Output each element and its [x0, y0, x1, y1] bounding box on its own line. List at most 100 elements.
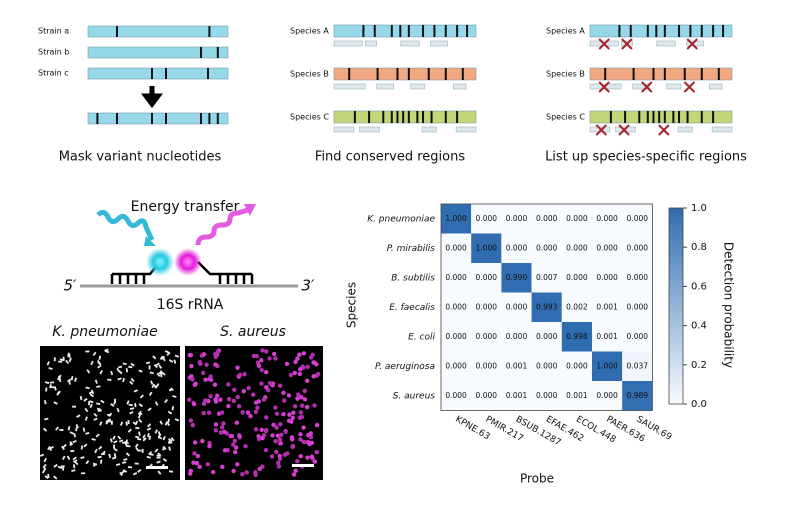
variant-mark — [689, 25, 692, 37]
cell — [147, 423, 152, 428]
species-label: Species C — [290, 113, 329, 122]
region-box — [333, 126, 355, 133]
cell — [197, 359, 203, 365]
cell — [109, 438, 113, 443]
cell — [117, 377, 122, 381]
cell — [62, 455, 66, 461]
variant-mark — [165, 68, 167, 79]
scale-bar — [292, 464, 314, 467]
cell — [260, 348, 265, 353]
cell — [125, 421, 128, 426]
rna-label: 16S rRNA — [157, 297, 224, 313]
heatmap-cell — [441, 351, 472, 381]
cell — [65, 359, 70, 365]
variant-mark — [399, 25, 402, 37]
cell — [174, 354, 180, 358]
variant-mark — [151, 68, 153, 79]
cell — [278, 441, 284, 446]
variant-mark — [208, 113, 211, 124]
cell — [301, 425, 306, 430]
cell — [73, 464, 76, 469]
value-label: 0.989 — [627, 391, 649, 400]
cell — [44, 475, 49, 480]
variant-mark — [700, 111, 703, 123]
heatmap-cell — [622, 233, 653, 263]
cell — [297, 371, 303, 377]
variant-mark — [663, 68, 666, 80]
cell — [278, 422, 283, 427]
fret-title: Energy transfer — [131, 199, 240, 215]
colorbar — [668, 207, 684, 405]
cell — [271, 422, 276, 428]
cell — [190, 377, 195, 382]
heatmap-cell — [592, 233, 623, 263]
cell — [286, 393, 292, 398]
cell — [146, 455, 151, 459]
heatmap-cell — [531, 322, 562, 352]
cell — [153, 364, 158, 369]
cell — [84, 416, 88, 421]
cell — [53, 386, 57, 391]
cell — [142, 437, 147, 442]
cell — [167, 410, 173, 415]
cell — [148, 435, 152, 440]
cell — [251, 392, 256, 397]
cell — [90, 360, 94, 366]
heatmap-cell — [471, 233, 502, 263]
cell — [119, 471, 123, 477]
cell — [73, 459, 78, 463]
cell — [157, 433, 162, 438]
strain-label: Strain a — [38, 27, 69, 36]
cell — [89, 400, 94, 404]
cell — [314, 422, 320, 428]
variant-mark — [700, 25, 703, 37]
cell — [72, 440, 77, 444]
cell — [132, 472, 138, 476]
cell — [228, 433, 233, 439]
cell — [260, 435, 265, 441]
caption: List up species-specific regions — [545, 150, 747, 165]
cell — [188, 471, 193, 476]
variant-mark — [678, 25, 681, 37]
region-box — [709, 83, 723, 90]
variant-mark — [722, 25, 725, 37]
heatmap-cell — [441, 233, 472, 263]
value-label: 0.000 — [566, 243, 588, 252]
value-label: 0.000 — [536, 332, 558, 341]
cell — [194, 460, 200, 466]
heatmap-cell — [561, 263, 592, 293]
cell — [168, 470, 174, 473]
value-label: 0.000 — [627, 332, 649, 341]
heatmap-cell — [531, 381, 562, 411]
cell — [60, 465, 65, 468]
variant-mark — [165, 113, 167, 124]
cell — [301, 365, 306, 370]
cell — [218, 397, 223, 402]
cell — [168, 446, 171, 451]
cell — [297, 352, 302, 357]
cell — [112, 435, 116, 440]
cell — [152, 355, 157, 360]
variant-mark — [444, 25, 447, 37]
region-box — [430, 40, 448, 47]
cell — [201, 401, 207, 406]
value-label: 0.007 — [536, 273, 558, 282]
heatmap-cell — [561, 322, 592, 352]
variant-mark — [376, 68, 379, 80]
cell — [137, 437, 142, 441]
cell — [302, 397, 308, 402]
heatmap-cell — [531, 263, 562, 293]
cell — [138, 418, 143, 423]
value-label: 0.990 — [506, 273, 528, 282]
variant-mark — [717, 68, 720, 80]
value-label: 0.000 — [536, 214, 558, 223]
heatmap-cell — [592, 204, 623, 234]
variant-mark — [96, 113, 99, 124]
sequence-strip — [333, 24, 477, 38]
cell — [257, 466, 262, 472]
cell — [57, 465, 63, 470]
cell — [259, 427, 264, 433]
cell — [235, 394, 240, 400]
variant-mark — [373, 25, 376, 37]
cell — [221, 421, 226, 426]
